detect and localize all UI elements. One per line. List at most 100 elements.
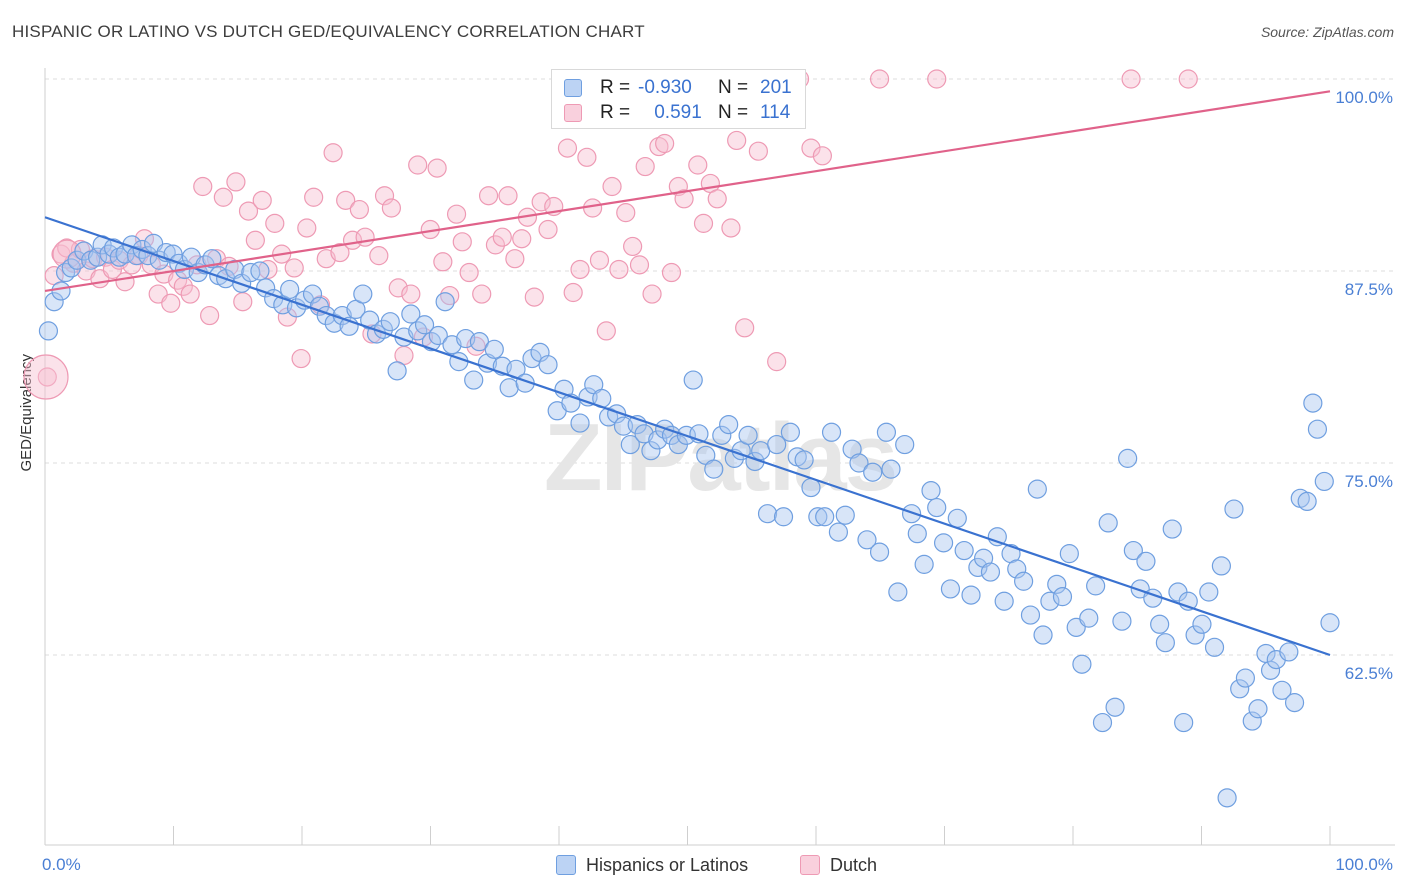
dutch-point <box>649 136 669 157</box>
dutch-point <box>374 186 395 206</box>
hispanic-point <box>712 425 732 445</box>
hispanic-point <box>87 247 108 267</box>
dutch-point <box>200 305 220 326</box>
x-tick-label: 0.0% <box>42 855 81 874</box>
hispanic-point <box>1235 668 1256 688</box>
dutch-point <box>213 187 233 207</box>
dutch-point <box>37 367 57 387</box>
axes <box>44 68 1395 846</box>
hispanic-point <box>835 505 855 525</box>
n-value: 201 <box>760 77 792 98</box>
hispanic-point <box>353 284 373 304</box>
x-tick-label: 100.0% <box>1335 855 1393 874</box>
dutch-point <box>427 158 447 178</box>
correlation-legend: R = -0.930 N = 201 R = 0.591 N = 114 <box>551 69 806 129</box>
hispanic-point <box>1092 712 1113 733</box>
hispanic-point <box>126 246 147 266</box>
hispanic-point <box>849 453 869 473</box>
dutch-point <box>1121 69 1141 89</box>
hispanic-point <box>1052 587 1073 607</box>
hispanic-point <box>1248 699 1268 719</box>
hispanic-point <box>828 522 849 542</box>
dutch-point <box>330 242 350 263</box>
dutch-point <box>557 138 578 158</box>
trend-lines <box>44 90 1331 657</box>
hispanic-point <box>719 415 739 435</box>
hispanic-point <box>1040 591 1060 611</box>
hispanic-point <box>1260 660 1281 680</box>
dutch-point <box>629 255 650 275</box>
dutch-point <box>602 176 622 197</box>
legend-label: Hispanics or Latinos <box>586 854 749 875</box>
hispanic-point <box>1284 693 1305 713</box>
hispanic-points <box>38 233 1340 808</box>
hispanic-point <box>1033 625 1053 645</box>
hispanic-point <box>927 497 947 518</box>
dutch-point <box>401 284 421 304</box>
hispanic-point <box>469 332 490 352</box>
legend-item-hispanic: Hispanics or Latinos <box>556 853 748 877</box>
dutch-point <box>577 147 597 167</box>
hispanic-point <box>103 238 124 258</box>
dutch-point <box>498 186 518 206</box>
hispanic-point <box>613 416 634 436</box>
dutch-point <box>812 146 833 166</box>
dutch-point <box>674 189 694 209</box>
tick-labels: 100.0% 87.5% 75.0% 62.5% 0.0% 100.0% <box>42 88 1393 874</box>
hispanic-point <box>1027 479 1047 499</box>
dutch-point <box>233 292 253 312</box>
legend-label: Dutch <box>830 854 878 875</box>
hispanic-point <box>1272 680 1292 700</box>
hispanic-point <box>1307 419 1328 439</box>
dutch-point <box>635 156 655 177</box>
dutch-point <box>616 203 636 223</box>
dutch-point <box>459 262 479 283</box>
dutch-point <box>381 198 402 218</box>
dutch-point <box>265 213 285 233</box>
hispanic-point <box>44 292 64 312</box>
dutch-point <box>304 187 324 207</box>
dutch-point <box>927 69 947 89</box>
dutch-point <box>115 272 135 292</box>
hispanic-point <box>901 504 922 524</box>
hispanic-point <box>1303 393 1323 413</box>
dutch-point <box>661 262 682 283</box>
hispanic-point <box>401 304 421 324</box>
dutch-point <box>721 218 741 238</box>
legend-swatch-pink <box>564 104 582 122</box>
hispanic-point <box>895 434 915 455</box>
hispanic-point <box>980 562 1001 582</box>
dutch-point <box>869 69 890 89</box>
hispanic-point <box>1072 654 1092 674</box>
hispanic-point <box>1162 519 1182 539</box>
n-value: 114 <box>760 102 791 123</box>
hispanic-point <box>1199 582 1219 602</box>
hispanic-point <box>869 542 890 562</box>
legend-swatch-pink <box>800 855 820 875</box>
dutch-point <box>512 229 532 249</box>
hispanic-point <box>973 548 994 568</box>
dutch-point <box>623 236 643 257</box>
hispanic-point <box>38 321 59 341</box>
dutch-point <box>226 172 246 192</box>
dutch-point <box>291 348 311 369</box>
hispanic-point <box>907 524 927 544</box>
dutch-point <box>735 318 755 338</box>
hispanic-point <box>738 425 758 445</box>
hispanic-point <box>954 540 974 561</box>
hispanic-point <box>1098 513 1118 533</box>
dutch-point <box>238 201 259 221</box>
source-label: Source: ZipAtlas.com <box>1260 24 1394 40</box>
dutch-point <box>388 278 408 298</box>
dutch-point <box>531 192 551 212</box>
hispanic-point <box>1211 556 1231 576</box>
hispanic-point <box>464 370 484 390</box>
hispanic-point <box>1204 637 1225 657</box>
dutch-point <box>563 282 583 303</box>
dutch-point <box>655 133 675 154</box>
dutch-point <box>355 227 375 247</box>
dutch-point <box>193 176 213 197</box>
hispanic-point <box>620 434 640 455</box>
hispanic-point <box>1014 571 1034 591</box>
hispanic-point <box>484 339 504 359</box>
